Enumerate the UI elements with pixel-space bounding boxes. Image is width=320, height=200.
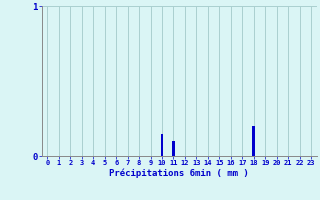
- Bar: [172, 141, 175, 156]
- X-axis label: Précipitations 6min ( mm ): Précipitations 6min ( mm ): [109, 169, 249, 178]
- Bar: [252, 126, 255, 156]
- Bar: [161, 134, 164, 156]
